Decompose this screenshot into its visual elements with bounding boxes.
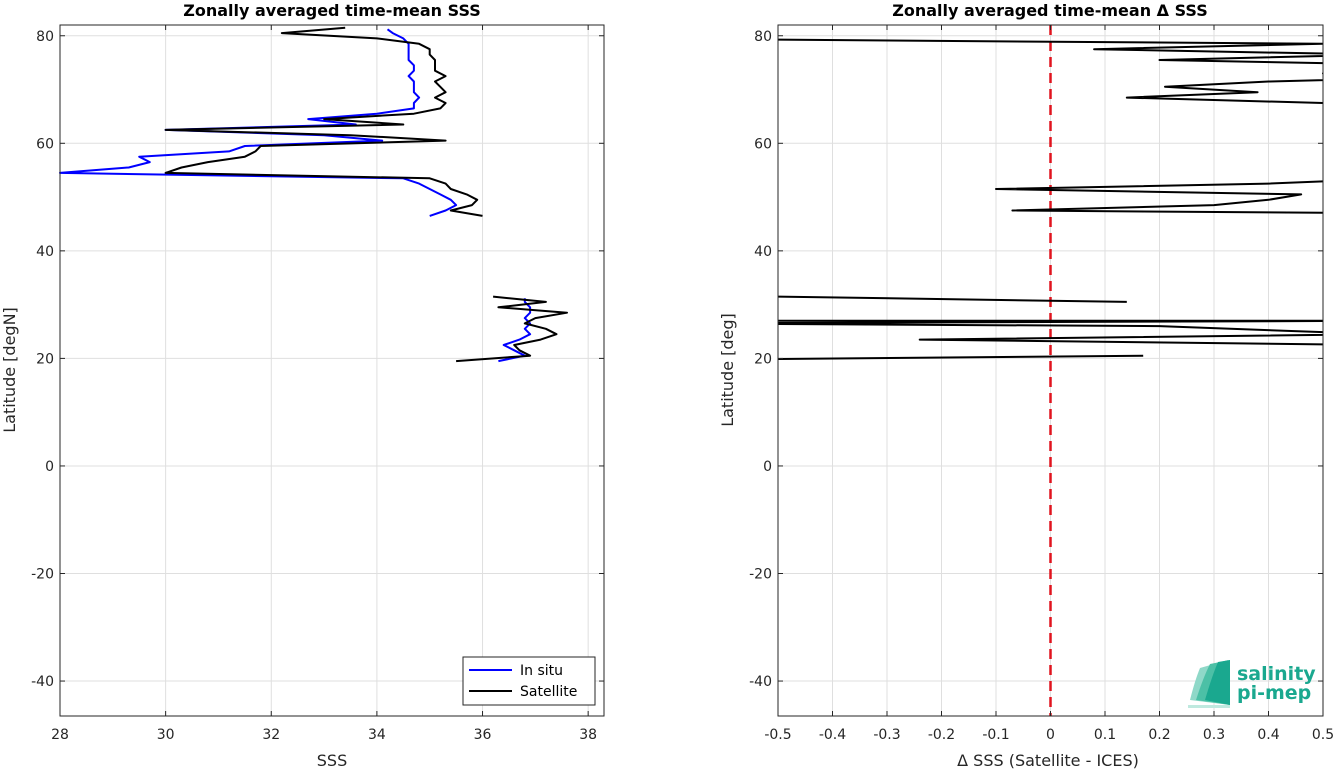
left-ticks: 28 30 32 34 36 38 -40 -20 0 20 40 60 80 xyxy=(31,25,604,743)
right-delta-series-line xyxy=(778,295,1127,303)
logo-text-pi-mep: pi-mep xyxy=(1237,682,1311,704)
left-chart-title: Zonally averaged time-mean SSS xyxy=(183,1,481,20)
right-x-tick-label: 0.5 xyxy=(1312,727,1334,743)
right-delta-series-line xyxy=(778,319,1323,346)
left-y-tick-label: 60 xyxy=(36,136,54,152)
right-x-tick-label: -0.1 xyxy=(982,727,1009,743)
right-delta-series-line xyxy=(995,180,1323,214)
left-axes-frame xyxy=(59,24,605,717)
right-panel: -0.5 -0.4 -0.3 -0.2 -0.1 0 0.1 0.2 0.3 0.4 0.5 -40 -… xyxy=(718,1,1334,769)
right-x-tick-label: -0.4 xyxy=(819,727,846,743)
left-in-situ-series-line xyxy=(59,28,458,217)
right-y-tick-label: 20 xyxy=(754,351,772,367)
left-x-tick-label: 36 xyxy=(474,727,492,743)
right-x-tick-label: -0.2 xyxy=(928,727,955,743)
left-gridlines xyxy=(59,25,604,716)
left-x-tick-label: 28 xyxy=(51,727,69,743)
right-x-tick-label: 0.2 xyxy=(1148,727,1170,743)
right-x-tick-label: -0.3 xyxy=(873,727,900,743)
right-x-tick-label: 0.3 xyxy=(1203,727,1225,743)
salinity-pi-mep-logo: salinity pi-mep xyxy=(1188,660,1316,708)
right-y-tick-label: 0 xyxy=(763,459,772,475)
right-y-axis-label: Latitude [deg] xyxy=(718,313,737,427)
right-chart-title: Zonally averaged time-mean Δ SSS xyxy=(892,1,1208,20)
left-x-tick-label: 34 xyxy=(368,727,386,743)
left-x-axis-label: SSS xyxy=(317,751,347,769)
right-x-tick-label: -0.5 xyxy=(764,727,791,743)
legend-label-in-situ: In situ xyxy=(520,663,563,679)
left-satellite-series-line xyxy=(164,26,483,217)
right-delta-series-line xyxy=(778,38,1323,104)
right-x-tick-label: 0.1 xyxy=(1094,727,1116,743)
left-y-tick-label: -20 xyxy=(31,566,54,582)
left-x-tick-label: 38 xyxy=(579,727,597,743)
right-series-lines xyxy=(778,25,1323,716)
left-y-axis-label: Latitude [degN] xyxy=(0,307,19,433)
legend: In situ Satellite xyxy=(462,656,596,706)
left-y-tick-label: 40 xyxy=(36,244,54,260)
logo-text-salinity: salinity xyxy=(1237,663,1316,685)
right-y-tick-label: 80 xyxy=(754,29,772,45)
left-panel: 28 30 32 34 36 38 -40 -20 0 20 40 60 80 Zonally aver… xyxy=(0,1,605,769)
waves-icon xyxy=(1188,660,1230,708)
left-satellite-series-line xyxy=(456,295,568,363)
right-delta-series-line xyxy=(778,354,1144,361)
legend-label-satellite: Satellite xyxy=(520,684,577,700)
left-y-tick-label: 80 xyxy=(36,29,54,45)
right-y-tick-label: -20 xyxy=(749,566,772,582)
right-ticks: -0.5 -0.4 -0.3 -0.2 -0.1 0 0.1 0.2 0.3 0.4 0.5 -40 -… xyxy=(749,25,1334,743)
right-x-tick-label: 0.4 xyxy=(1257,727,1279,743)
left-series-lines xyxy=(59,26,568,363)
left-x-tick-label: 32 xyxy=(262,727,280,743)
left-y-tick-label: 0 xyxy=(45,459,54,475)
right-y-tick-label: -40 xyxy=(749,674,772,690)
right-x-axis-label: Δ SSS (Satellite - ICES) xyxy=(957,751,1139,769)
legend-box xyxy=(462,656,596,706)
right-y-tick-label: 60 xyxy=(754,136,772,152)
left-in-situ-series-line xyxy=(498,298,532,363)
left-y-tick-label: -40 xyxy=(31,674,54,690)
right-x-tick-label: 0 xyxy=(1046,727,1055,743)
left-y-tick-label: 20 xyxy=(36,351,54,367)
left-x-tick-label: 30 xyxy=(157,727,175,743)
right-y-tick-label: 40 xyxy=(754,244,772,260)
